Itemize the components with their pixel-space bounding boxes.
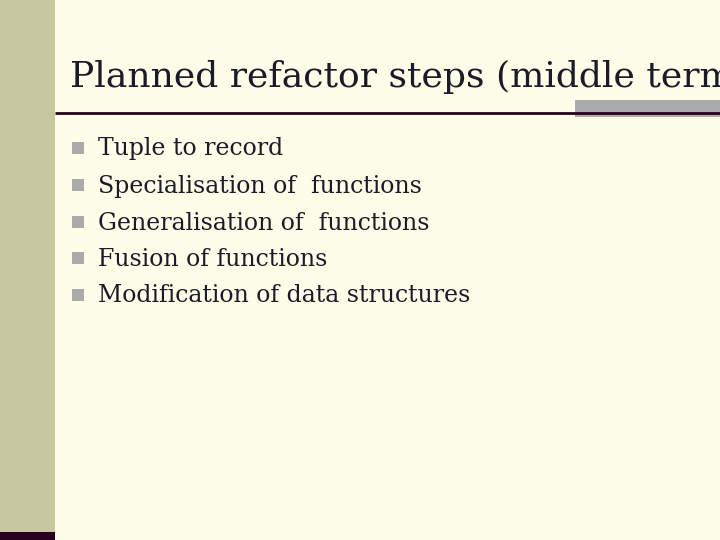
Bar <box>72 142 84 154</box>
Text: Generalisation of  functions: Generalisation of functions <box>98 212 430 234</box>
Bar <box>72 252 84 264</box>
Bar <box>575 100 720 117</box>
Bar <box>0 532 55 540</box>
Bar <box>72 216 84 228</box>
Text: Planned refactor steps (middle term): Planned refactor steps (middle term) <box>70 60 720 94</box>
Text: Specialisation of  functions: Specialisation of functions <box>98 174 422 198</box>
Bar <box>72 289 84 301</box>
Text: Tuple to record: Tuple to record <box>98 138 283 160</box>
Bar <box>72 179 84 191</box>
Text: Modification of data structures: Modification of data structures <box>98 285 470 307</box>
Bar <box>0 0 55 540</box>
Text: Fusion of functions: Fusion of functions <box>98 247 328 271</box>
